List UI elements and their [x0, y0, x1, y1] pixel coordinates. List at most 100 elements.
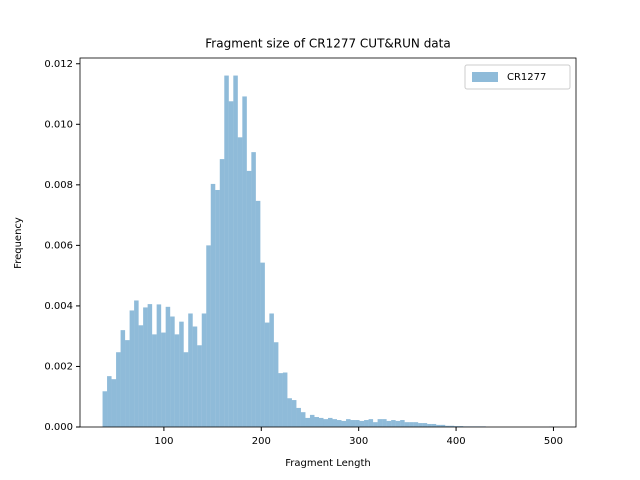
histogram-bar	[409, 422, 414, 427]
histogram-bar	[237, 137, 243, 427]
histogram-bar	[355, 420, 360, 427]
histogram-bar	[364, 420, 369, 427]
histogram-bar	[377, 419, 383, 427]
legend-box	[464, 64, 571, 90]
x-tick-label: 500	[544, 436, 563, 447]
axes-frame	[79, 57, 577, 428]
x-axis-label: Fragment Length	[285, 458, 370, 469]
y-tick-label: 0.008	[44, 180, 73, 191]
histogram-bar	[282, 372, 288, 427]
histogram-bar	[134, 300, 139, 427]
legend-label: CR1277	[507, 72, 546, 83]
y-tick-label: 0.010	[44, 119, 73, 130]
histogram-bar	[183, 352, 189, 427]
histogram-bar	[260, 262, 265, 427]
histogram-bar	[120, 330, 126, 427]
histogram-bar	[111, 379, 117, 427]
histogram-bar	[179, 321, 184, 427]
histogram-bar	[188, 313, 193, 427]
histogram-bar	[418, 423, 423, 427]
histogram-bar	[143, 307, 148, 427]
histogram-bar	[251, 152, 256, 428]
histogram-bar	[314, 417, 319, 427]
y-tick-label: 0.002	[44, 361, 73, 372]
histogram-bar	[300, 412, 306, 427]
histogram-bar	[427, 423, 432, 427]
histogram-bar	[228, 101, 234, 428]
histogram-bar	[323, 419, 328, 427]
histogram-bar	[246, 170, 252, 427]
histogram-bar	[431, 423, 437, 427]
y-tick-label: 0.000	[44, 422, 73, 433]
histogram-bar	[129, 310, 135, 427]
histogram-bar	[449, 425, 455, 427]
histogram-bar	[454, 426, 459, 427]
histogram-bar	[422, 423, 428, 427]
histogram-bar	[201, 313, 207, 427]
histogram-bar	[332, 419, 338, 427]
histogram-bar	[165, 306, 171, 427]
histogram-bar	[341, 420, 347, 427]
histogram-bar	[436, 424, 441, 427]
histogram-bar	[138, 325, 144, 427]
y-tick-label: 0.012	[44, 59, 73, 70]
histogram-bar	[161, 332, 166, 427]
histogram-bar	[107, 376, 112, 427]
histogram-bar	[346, 419, 351, 427]
histogram-bar	[337, 420, 342, 427]
histogram-bar	[273, 342, 279, 427]
histogram-bar	[359, 420, 365, 427]
x-tick-label: 300	[349, 436, 368, 447]
histogram-bar	[395, 420, 401, 427]
histogram-bar	[255, 200, 261, 427]
histogram-bar	[242, 96, 247, 427]
histogram-bar	[224, 75, 229, 428]
x-tick-label: 400	[447, 436, 466, 447]
histogram-bar	[264, 322, 270, 427]
histogram-bar	[413, 422, 419, 427]
histogram-bar	[219, 159, 225, 427]
histogram-bar	[291, 400, 297, 427]
histogram-bar	[116, 352, 121, 427]
histogram-bar	[287, 398, 292, 427]
histogram-bar	[197, 345, 202, 427]
histogram-bar	[309, 414, 315, 427]
histogram-bar	[458, 426, 464, 427]
histogram-bar	[147, 304, 153, 427]
histogram-bar	[215, 189, 220, 427]
histogram-bar	[373, 422, 378, 427]
x-tick-label: 100	[154, 436, 173, 447]
histogram-bar	[233, 75, 238, 428]
histogram-bar	[328, 417, 333, 427]
x-tick-label: 200	[252, 436, 271, 447]
histogram-bar	[305, 417, 310, 427]
histogram-bar	[174, 334, 180, 427]
histogram-bar	[206, 245, 211, 427]
y-tick-label: 0.006	[44, 240, 73, 251]
histogram-bar	[102, 391, 108, 427]
histogram-bar	[368, 419, 374, 427]
histogram-bar	[404, 422, 410, 427]
histogram-bar	[382, 419, 387, 427]
histogram-bar	[296, 407, 301, 427]
histogram-bar	[350, 420, 356, 427]
histogram-bar	[192, 326, 198, 427]
histogram-bar	[210, 183, 216, 427]
y-axis-label: Frequency	[13, 217, 24, 269]
histogram-bar	[386, 420, 392, 427]
histogram-bar	[170, 316, 175, 427]
histogram-bar	[156, 304, 162, 427]
histogram-bar	[318, 417, 324, 427]
chart-title: Fragment size of CR1277 CUT&RUN data	[205, 37, 450, 51]
legend-swatch	[472, 72, 498, 82]
histogram-bar	[440, 424, 446, 427]
y-tick-label: 0.004	[44, 301, 73, 312]
histogram-bar	[152, 334, 157, 427]
histogram-bar	[391, 420, 396, 427]
histogram-bar	[445, 425, 450, 427]
histogram-bar	[269, 313, 274, 427]
histogram-bar	[400, 420, 405, 427]
histogram-bar	[125, 340, 130, 427]
histogram-bar	[278, 373, 283, 427]
